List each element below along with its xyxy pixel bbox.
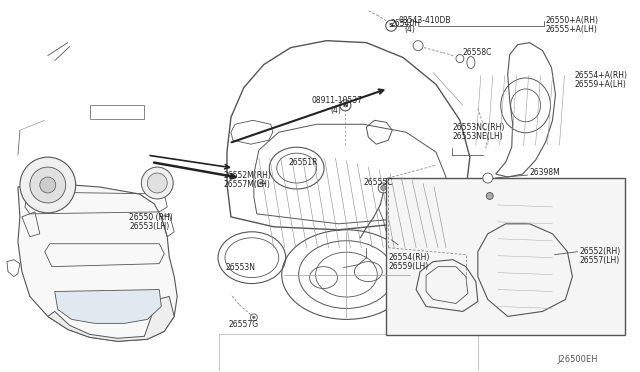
Text: 26557M(LH): 26557M(LH)	[224, 180, 271, 189]
Text: (4): (4)	[404, 25, 415, 34]
Circle shape	[415, 42, 422, 49]
Text: 26550 (RH): 26550 (RH)	[129, 214, 173, 222]
Bar	[90, 105, 145, 119]
Bar	[387, 178, 625, 335]
Text: 08911-10537: 08911-10537	[312, 96, 363, 105]
Text: 26559+A(LH): 26559+A(LH)	[574, 80, 627, 89]
Circle shape	[253, 316, 255, 318]
Circle shape	[484, 174, 492, 182]
Text: 26552(RH): 26552(RH)	[579, 247, 621, 256]
Circle shape	[30, 167, 66, 203]
Text: 26555+A(LH): 26555+A(LH)	[545, 25, 597, 34]
Circle shape	[20, 157, 76, 213]
Text: 26540H: 26540H	[390, 19, 420, 28]
Text: N: N	[343, 103, 348, 108]
Polygon shape	[55, 289, 161, 323]
Circle shape	[141, 167, 173, 199]
Text: 26557G: 26557G	[229, 320, 259, 329]
Text: 26553(LH): 26553(LH)	[129, 222, 170, 231]
Text: 26398M: 26398M	[529, 167, 561, 177]
Circle shape	[340, 100, 351, 111]
Circle shape	[386, 20, 397, 31]
Text: 26553N: 26553N	[226, 263, 256, 272]
Circle shape	[381, 186, 386, 190]
Text: 26550+A(RH): 26550+A(RH)	[545, 16, 598, 25]
Text: 26553NE(LH): 26553NE(LH)	[453, 132, 504, 141]
Circle shape	[486, 192, 493, 199]
Circle shape	[250, 314, 257, 321]
Circle shape	[40, 177, 56, 193]
Text: 26559(LH): 26559(LH)	[388, 262, 429, 271]
Text: 26551R: 26551R	[289, 158, 318, 167]
Polygon shape	[48, 296, 174, 341]
Bar	[219, 334, 478, 372]
Circle shape	[456, 55, 463, 62]
Text: 26554+A(RH): 26554+A(RH)	[574, 71, 627, 80]
Text: 26554(RH): 26554(RH)	[388, 253, 429, 262]
Text: J26500EH: J26500EH	[557, 355, 598, 364]
Circle shape	[257, 180, 264, 186]
Circle shape	[147, 173, 167, 193]
Circle shape	[378, 183, 388, 193]
Text: 26552M(RH): 26552M(RH)	[224, 170, 272, 180]
Polygon shape	[18, 184, 177, 341]
Text: 26555C: 26555C	[364, 177, 393, 186]
Text: 08543-410DB: 08543-410DB	[398, 16, 451, 25]
Text: 26558C: 26558C	[463, 48, 492, 57]
Circle shape	[483, 173, 493, 183]
Text: S: S	[389, 23, 394, 28]
Circle shape	[260, 182, 262, 184]
Circle shape	[413, 41, 423, 51]
Text: 26557(LH): 26557(LH)	[579, 256, 620, 265]
Circle shape	[456, 55, 464, 62]
Text: (4): (4)	[330, 106, 341, 115]
Text: 26553NC(RH): 26553NC(RH)	[453, 123, 506, 132]
